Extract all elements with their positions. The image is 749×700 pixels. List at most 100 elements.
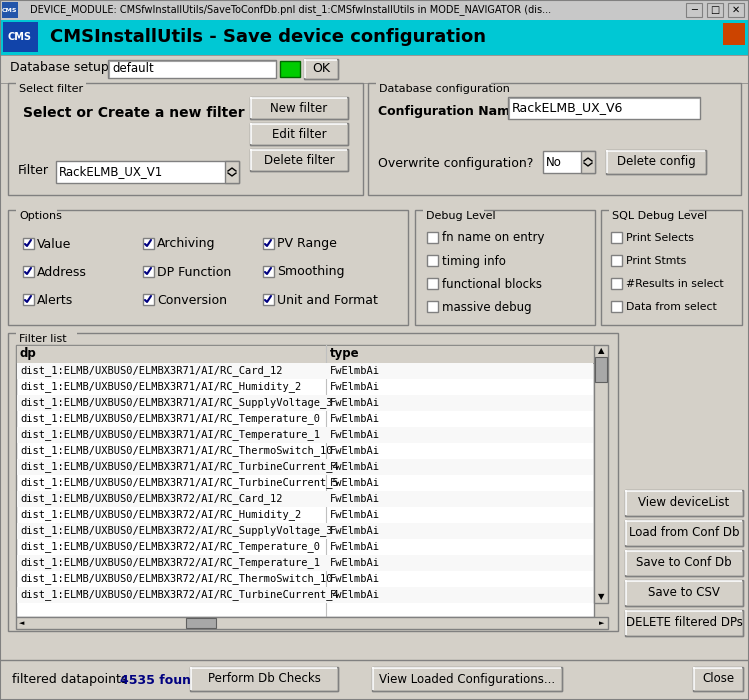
Text: CMS: CMS bbox=[8, 32, 32, 42]
Text: FwElmbAi: FwElmbAi bbox=[330, 414, 380, 424]
Text: dist_1:ELMB/UXBUS0/ELMBX3R71/AI/RC_Humidity_2: dist_1:ELMB/UXBUS0/ELMBX3R71/AI/RC_Humid… bbox=[20, 382, 301, 393]
Text: ─: ─ bbox=[691, 5, 697, 15]
Bar bbox=[263, 266, 274, 277]
Text: DELETE filtered DPs: DELETE filtered DPs bbox=[625, 617, 742, 629]
Text: dist_1:ELMB/UXBUS0/ELMBX3R72/AI/RC_TurbineCurrent_4: dist_1:ELMB/UXBUS0/ELMBX3R72/AI/RC_Turbi… bbox=[20, 589, 339, 601]
Text: View Loaded Configurations...: View Loaded Configurations... bbox=[379, 673, 555, 685]
Bar bbox=[581, 151, 595, 173]
Text: ✕: ✕ bbox=[732, 5, 740, 15]
Bar bbox=[707, 3, 723, 17]
Bar bbox=[372, 667, 562, 691]
Bar bbox=[17, 523, 593, 539]
Bar bbox=[728, 3, 744, 17]
Text: Overwrite configuration?: Overwrite configuration? bbox=[378, 157, 533, 169]
Bar bbox=[17, 395, 593, 411]
Text: dist_1:ELMB/UXBUS0/ELMBX3R71/AI/RC_TurbineCurrent_4: dist_1:ELMB/UXBUS0/ELMBX3R71/AI/RC_Turbi… bbox=[20, 461, 339, 472]
Text: Perform Db Checks: Perform Db Checks bbox=[207, 673, 321, 685]
Bar bbox=[625, 550, 743, 576]
Bar bbox=[143, 266, 154, 277]
Bar bbox=[611, 232, 622, 243]
Bar bbox=[625, 490, 743, 516]
Text: OK: OK bbox=[312, 62, 330, 76]
Text: Configuration Name: Configuration Name bbox=[378, 104, 518, 118]
Text: ▲: ▲ bbox=[598, 346, 604, 356]
Bar bbox=[601, 210, 742, 325]
Text: Debug Level: Debug Level bbox=[426, 211, 496, 221]
Bar bbox=[56, 161, 239, 183]
Text: Select or Create a new filter: Select or Create a new filter bbox=[23, 106, 245, 120]
Text: dist_1:ELMB/UXBUS0/ELMBX3R72/AI/RC_SupplyVoltage_3: dist_1:ELMB/UXBUS0/ELMBX3R72/AI/RC_Suppl… bbox=[20, 526, 333, 536]
Bar bbox=[625, 610, 743, 636]
Bar bbox=[8, 333, 618, 631]
Text: FwElmbAi: FwElmbAi bbox=[330, 430, 380, 440]
Text: Options: Options bbox=[19, 211, 62, 221]
Text: CMS: CMS bbox=[2, 8, 18, 13]
Text: dist_1:ELMB/UXBUS0/ELMBX3R71/AI/RC_ThermoSwitch_10: dist_1:ELMB/UXBUS0/ELMBX3R71/AI/RC_Therm… bbox=[20, 445, 333, 456]
Text: dist_1:ELMB/UXBUS0/ELMBX3R72/AI/RC_Card_12: dist_1:ELMB/UXBUS0/ELMBX3R72/AI/RC_Card_… bbox=[20, 494, 282, 505]
Bar bbox=[17, 587, 593, 603]
Text: Print Selects: Print Selects bbox=[626, 233, 694, 243]
Bar bbox=[543, 151, 595, 173]
Text: Address: Address bbox=[37, 265, 87, 279]
Text: No: No bbox=[546, 155, 562, 169]
Text: RackELMB_UX_V6: RackELMB_UX_V6 bbox=[512, 102, 623, 115]
Bar bbox=[304, 59, 338, 79]
Bar bbox=[508, 97, 700, 119]
Bar bbox=[0, 55, 749, 83]
Bar bbox=[625, 520, 743, 546]
Bar bbox=[17, 363, 593, 379]
Text: Smoothing: Smoothing bbox=[277, 265, 345, 279]
Text: Save to Conf Db: Save to Conf Db bbox=[636, 556, 732, 570]
Text: FwElmbAi: FwElmbAi bbox=[330, 510, 380, 520]
Text: dist_1:ELMB/UXBUS0/ELMBX3R71/AI/RC_TurbineCurrent_5: dist_1:ELMB/UXBUS0/ELMBX3R71/AI/RC_Turbi… bbox=[20, 477, 339, 489]
Text: CMSInstallUtils - Save device configuration: CMSInstallUtils - Save device configurat… bbox=[50, 28, 486, 46]
Text: FwElmbAi: FwElmbAi bbox=[330, 478, 380, 488]
Bar bbox=[0, 660, 749, 700]
Bar bbox=[693, 667, 743, 691]
Text: massive debug: massive debug bbox=[442, 300, 532, 314]
Bar bbox=[23, 294, 34, 305]
Bar bbox=[427, 278, 438, 289]
Bar bbox=[611, 255, 622, 266]
Bar bbox=[280, 61, 300, 77]
Text: Filter: Filter bbox=[18, 164, 49, 178]
Text: FwElmbAi: FwElmbAi bbox=[330, 574, 380, 584]
Text: FwElmbAi: FwElmbAi bbox=[330, 366, 380, 376]
Text: FwElmbAi: FwElmbAi bbox=[330, 382, 380, 392]
Bar bbox=[23, 238, 34, 249]
Text: Data from select: Data from select bbox=[626, 302, 717, 312]
Bar bbox=[606, 150, 706, 174]
Text: dist_1:ELMB/UXBUS0/ELMBX3R72/AI/RC_Temperature_0: dist_1:ELMB/UXBUS0/ELMBX3R72/AI/RC_Tempe… bbox=[20, 542, 320, 552]
Bar bbox=[723, 23, 745, 45]
Bar bbox=[415, 210, 595, 325]
Text: dist_1:ELMB/UXBUS0/ELMBX3R72/AI/RC_ThermoSwitch_10: dist_1:ELMB/UXBUS0/ELMBX3R72/AI/RC_Therm… bbox=[20, 573, 333, 584]
Text: Close: Close bbox=[702, 673, 734, 685]
Bar bbox=[225, 161, 239, 183]
Text: dist_1:ELMB/UXBUS0/ELMBX3R71/AI/RC_SupplyVoltage_3: dist_1:ELMB/UXBUS0/ELMBX3R71/AI/RC_Suppl… bbox=[20, 398, 333, 409]
Text: functional blocks: functional blocks bbox=[442, 277, 542, 290]
Bar bbox=[427, 255, 438, 266]
Text: FwElmbAi: FwElmbAi bbox=[330, 494, 380, 504]
Bar bbox=[16, 345, 594, 617]
Bar bbox=[8, 83, 363, 195]
Bar bbox=[23, 266, 34, 277]
Text: New filter: New filter bbox=[270, 102, 327, 115]
Text: FwElmbAi: FwElmbAi bbox=[330, 446, 380, 456]
Text: Alerts: Alerts bbox=[37, 293, 73, 307]
Text: dist_1:ELMB/UXBUS0/ELMBX3R71/AI/RC_Card_12: dist_1:ELMB/UXBUS0/ELMBX3R71/AI/RC_Card_… bbox=[20, 365, 282, 377]
Text: FwElmbAi: FwElmbAi bbox=[330, 398, 380, 408]
Text: timing info: timing info bbox=[442, 255, 506, 267]
Text: #Results in select: #Results in select bbox=[626, 279, 724, 289]
Text: dist_1:ELMB/UXBUS0/ELMBX3R71/AI/RC_Temperature_0: dist_1:ELMB/UXBUS0/ELMBX3R71/AI/RC_Tempe… bbox=[20, 414, 320, 424]
Bar bbox=[250, 97, 348, 119]
Text: PV Range: PV Range bbox=[277, 237, 337, 251]
Text: Edit filter: Edit filter bbox=[272, 127, 327, 141]
Text: Database configuration: Database configuration bbox=[379, 84, 510, 94]
Bar bbox=[263, 294, 274, 305]
Bar bbox=[263, 238, 274, 249]
Text: FwElmbAi: FwElmbAi bbox=[330, 542, 380, 552]
Bar bbox=[376, 79, 491, 88]
Bar bbox=[595, 357, 607, 382]
Text: 4535 found: 4535 found bbox=[120, 673, 200, 687]
Bar bbox=[143, 294, 154, 305]
